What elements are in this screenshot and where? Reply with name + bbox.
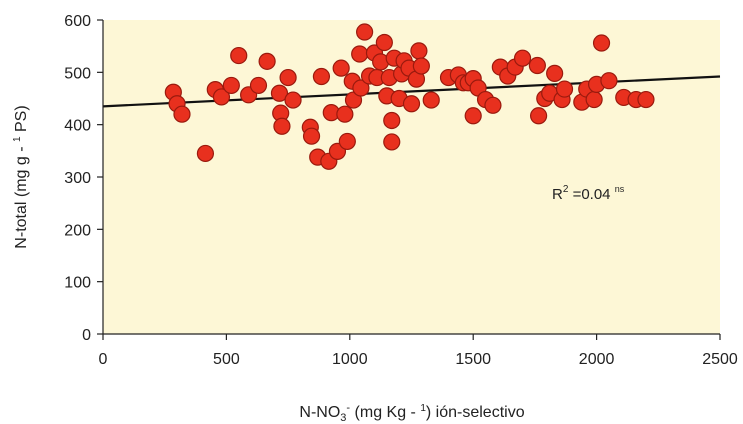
data-point — [383, 133, 401, 151]
y-tick-label: 100 — [64, 275, 91, 292]
annotation-r2-sup: 2 — [563, 184, 569, 195]
x-tick-label: 2500 — [702, 351, 738, 368]
data-point — [352, 79, 370, 97]
data-point — [383, 111, 401, 130]
data-point — [513, 49, 532, 67]
data-point — [600, 72, 618, 90]
data-point — [530, 107, 548, 125]
y-tick-label: 400 — [64, 118, 91, 135]
data-point — [592, 34, 611, 52]
y-tick-label: 500 — [64, 65, 91, 82]
y-tick-label: 0 — [82, 327, 91, 344]
data-point — [338, 132, 356, 151]
data-point — [422, 91, 440, 109]
data-point — [258, 52, 276, 70]
data-point — [249, 76, 268, 95]
data-point — [302, 127, 321, 145]
y-tick-label: 600 — [64, 13, 91, 30]
data-point — [222, 76, 240, 95]
data-point — [332, 59, 350, 77]
y-tick-label: 200 — [64, 222, 91, 239]
data-point — [173, 105, 191, 123]
data-point — [637, 90, 655, 109]
data-point — [196, 144, 215, 163]
data-point — [212, 88, 231, 106]
x-axis-title: N-NO3- (mg Kg - 1) ión-selectivo — [299, 402, 524, 424]
x-tick-label: 2000 — [579, 351, 615, 368]
data-point — [284, 91, 302, 109]
data-point — [336, 105, 354, 123]
data-point — [585, 90, 603, 109]
data-point — [546, 64, 564, 82]
y-axis-title: N-total (mg g - 1 PS) — [12, 105, 30, 248]
data-point — [375, 33, 393, 52]
data-point — [230, 46, 248, 65]
data-point — [412, 57, 430, 75]
data-point — [312, 67, 331, 86]
data-point — [484, 96, 502, 114]
x-tick-label: 500 — [213, 351, 240, 368]
data-point — [279, 68, 297, 87]
x-tick-label: 1000 — [332, 351, 368, 368]
data-point — [410, 42, 428, 60]
data-point — [356, 23, 374, 41]
annotation-r2: R2 =0.04 ns — [552, 184, 625, 203]
x-tick-label: 1500 — [455, 351, 491, 368]
y-tick-label: 300 — [64, 170, 91, 187]
data-point — [528, 56, 546, 75]
data-point — [555, 80, 574, 98]
data-point — [402, 95, 421, 113]
data-point — [351, 45, 369, 63]
data-point — [270, 84, 289, 102]
x-tick-label: 0 — [99, 351, 108, 368]
data-point — [273, 117, 291, 135]
data-point — [464, 107, 482, 125]
